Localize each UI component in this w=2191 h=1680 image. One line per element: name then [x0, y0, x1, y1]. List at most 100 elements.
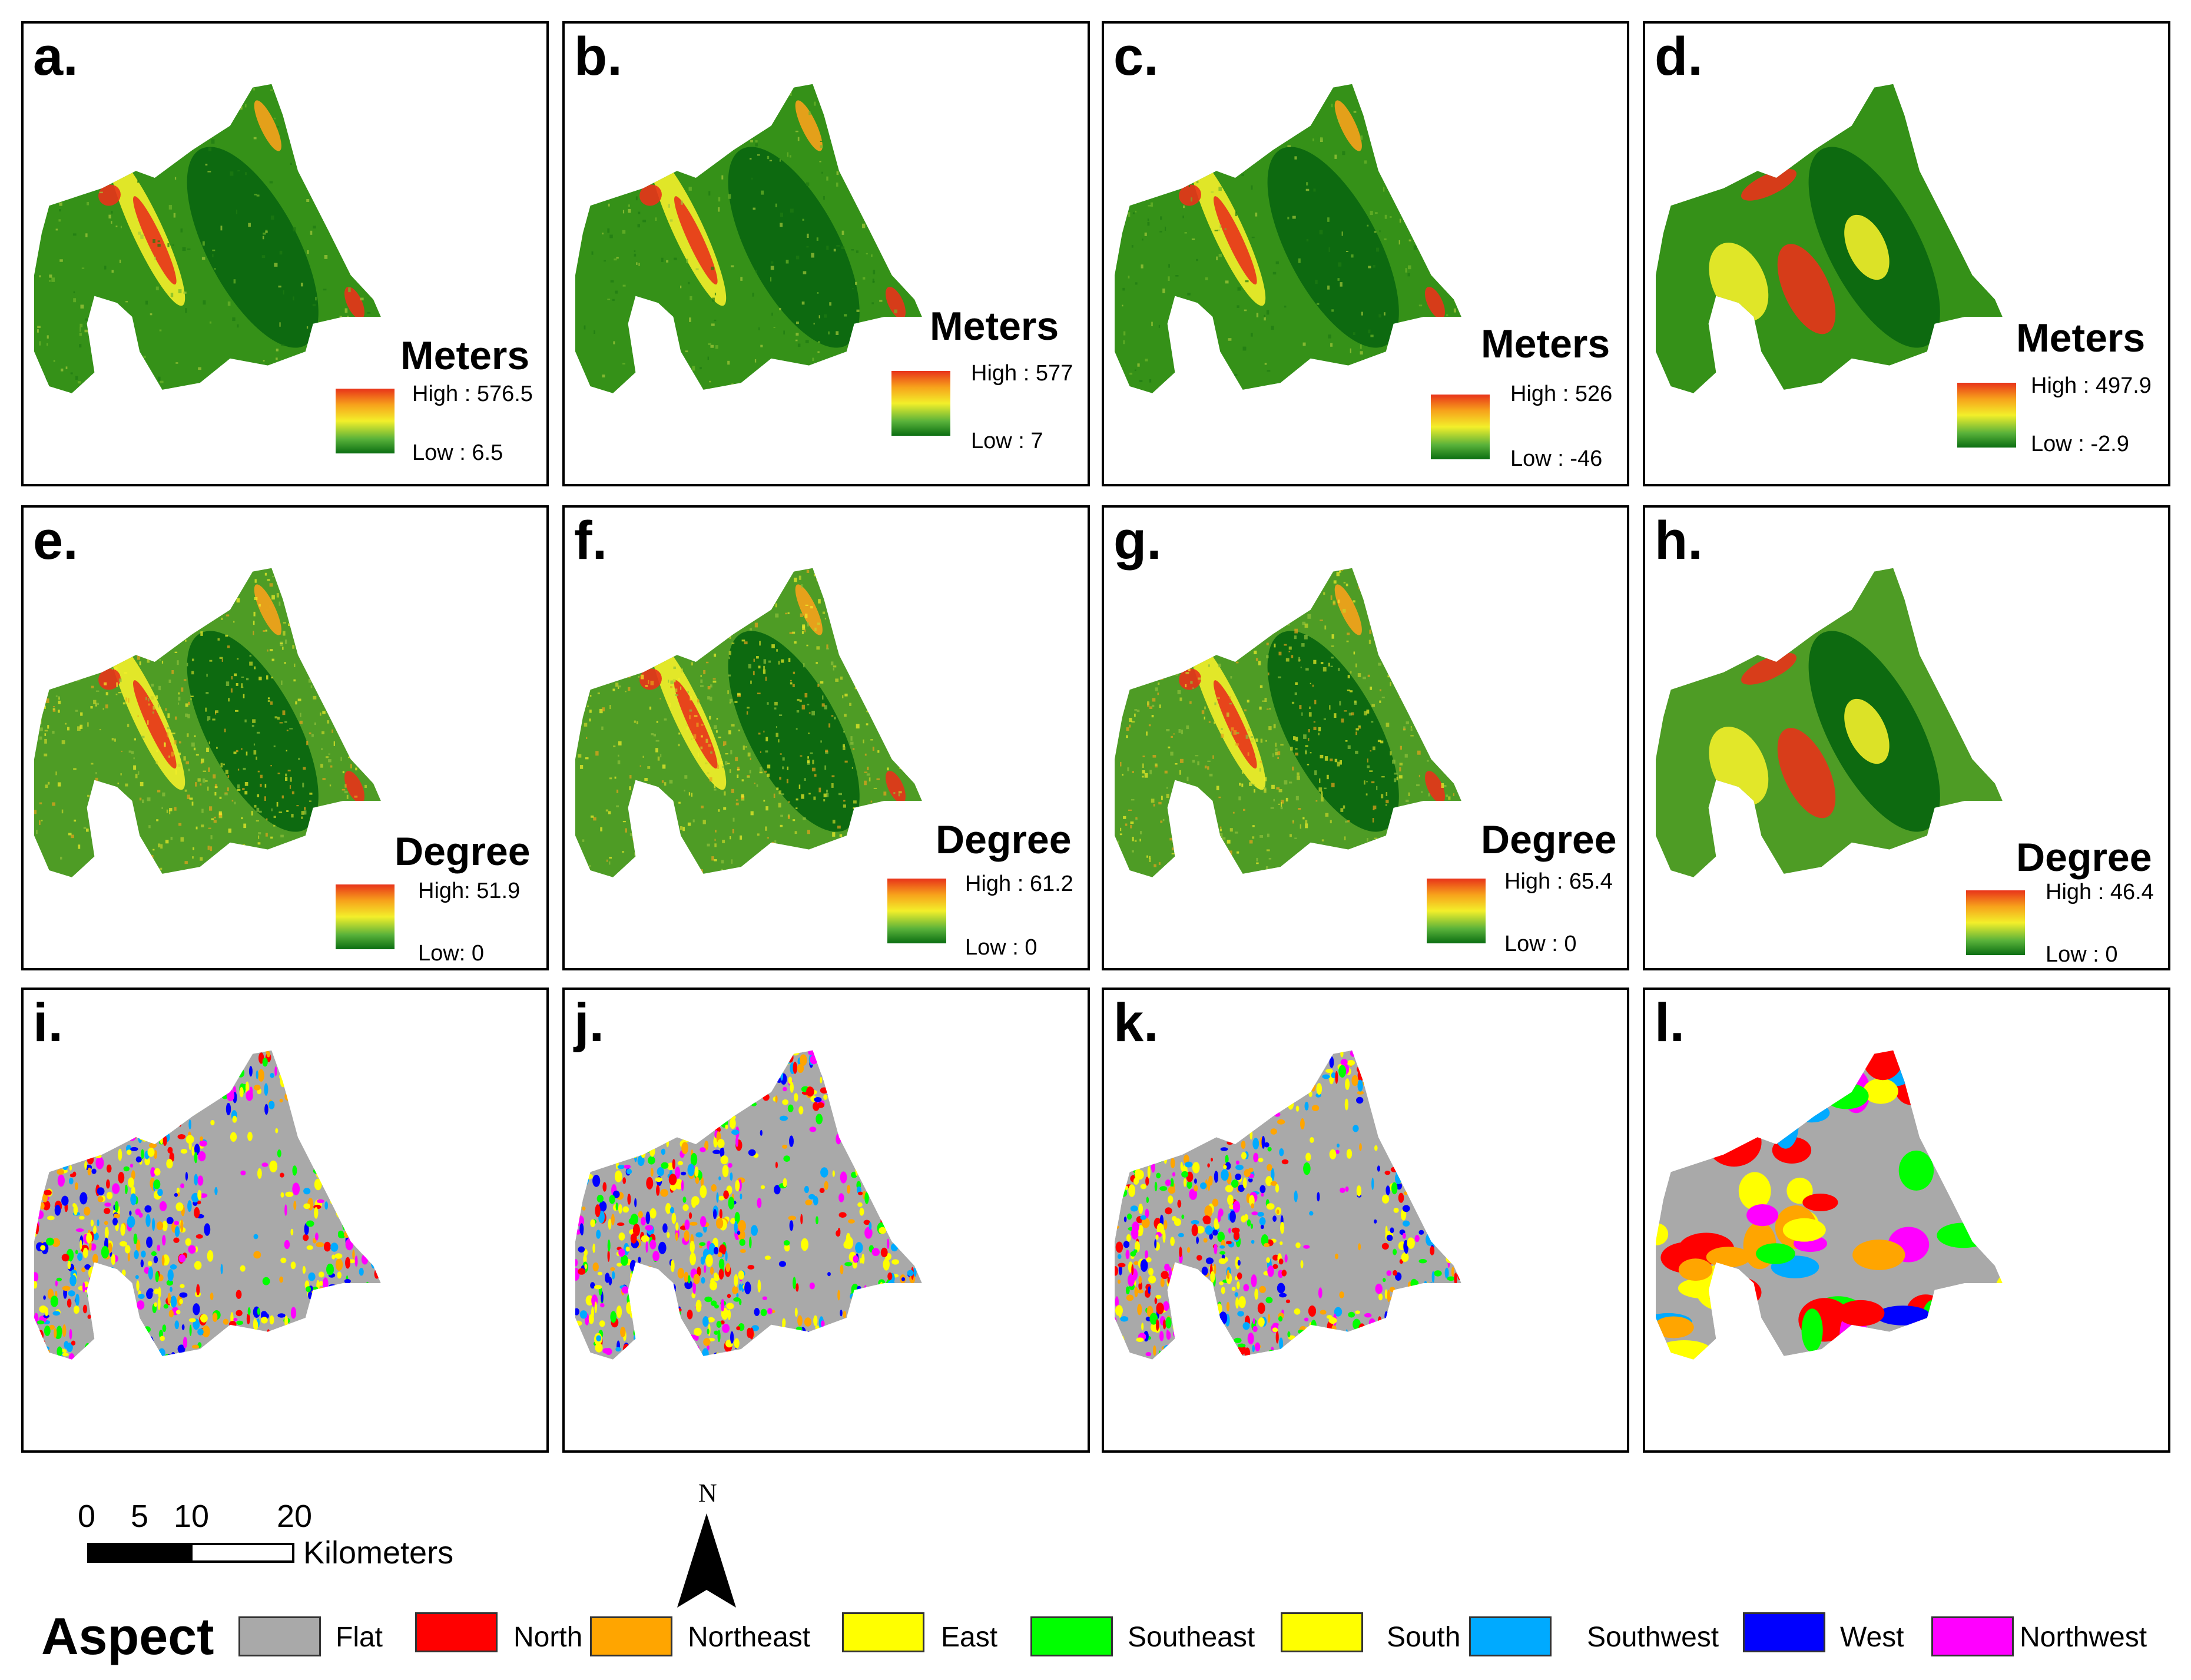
texture-cell [207, 171, 211, 173]
texture-cell [256, 756, 257, 760]
aspect-cell [241, 1042, 248, 1048]
texture-cell [848, 662, 851, 666]
texture-cell [138, 231, 141, 235]
aspect-cell [373, 1250, 381, 1264]
texture-cell [820, 872, 824, 876]
aspect-cell [307, 1344, 311, 1354]
aspect-cell [64, 1087, 68, 1099]
texture-cell [652, 637, 656, 640]
texture-cell [227, 645, 230, 648]
texture-cell [1376, 384, 1380, 387]
texture-cell [1187, 833, 1189, 837]
aspect-cell [144, 1326, 151, 1333]
texture-cell [879, 710, 882, 713]
texture-cell [1347, 632, 1350, 635]
aspect-cell [53, 1072, 59, 1081]
texture-cell [1229, 703, 1232, 705]
aspect-cell [162, 1052, 167, 1058]
texture-cell [293, 679, 296, 682]
aspect-cell [67, 1053, 75, 1059]
texture-cell [823, 793, 827, 797]
texture-cell [191, 801, 194, 806]
texture-cell [251, 724, 254, 727]
texture-cell [1375, 588, 1378, 593]
texture-cell [856, 661, 858, 665]
aspect-cell [380, 1251, 381, 1261]
aspect-cell [104, 1227, 109, 1239]
texture-cell [1147, 222, 1150, 226]
texture-cell [700, 679, 703, 683]
texture-cell [143, 356, 146, 358]
texture-cell [1256, 857, 1258, 861]
lowland [1267, 147, 1399, 348]
texture-cell [1115, 617, 1118, 619]
texture-cell [599, 115, 602, 117]
texture-cell [755, 140, 758, 144]
texture-cell [52, 731, 55, 734]
texture-cell [1305, 668, 1309, 671]
aspect-cell [239, 1087, 244, 1098]
texture-cell [153, 711, 154, 714]
texture-cell [894, 309, 897, 314]
texture-cell [162, 406, 164, 411]
texture-cell [175, 362, 178, 364]
texture-cell [687, 691, 689, 694]
texture-cell [1369, 844, 1372, 847]
aspect-cell [96, 1124, 104, 1135]
texture-cell [1367, 224, 1369, 227]
aspect-cell [47, 1348, 50, 1359]
texture-cell [161, 807, 163, 809]
texture-cell [1254, 650, 1257, 654]
texture-cell [1241, 783, 1244, 787]
texture-cell [173, 159, 176, 163]
texture-cell [718, 809, 720, 812]
texture-cell [767, 155, 770, 160]
texture-cell [765, 866, 767, 872]
aspect-cell [69, 1165, 72, 1171]
texture-cell [762, 558, 765, 561]
aspect-cell [350, 1148, 357, 1158]
aspect-cell [117, 1286, 123, 1296]
texture-cell [1370, 334, 1374, 337]
aspect-cell [658, 1275, 663, 1287]
texture-cell [393, 271, 395, 273]
map-canvas [575, 1050, 922, 1360]
texture-cell [844, 314, 847, 317]
aspect-cell [92, 1294, 97, 1302]
texture-cell [178, 823, 182, 826]
texture-cell [304, 661, 306, 667]
texture-cell [853, 664, 856, 668]
aspect-cell [90, 1144, 97, 1154]
texture-cell [1146, 570, 1150, 574]
texture-cell [172, 643, 176, 645]
texture-cell [581, 678, 582, 681]
texture-cell [1185, 892, 1188, 895]
texture-cell [758, 327, 760, 330]
texture-cell [201, 824, 204, 827]
texture-cell [1272, 271, 1277, 275]
aspect-cell [153, 1179, 161, 1189]
aspect-cell [395, 1258, 399, 1262]
texture-cell [184, 789, 187, 792]
texture-cell [1214, 721, 1215, 724]
aspect-cell [114, 1309, 122, 1320]
texture-cell [790, 208, 794, 213]
texture-cell [1136, 641, 1139, 645]
texture-cell [1149, 578, 1151, 581]
aspect-cell [202, 1325, 210, 1338]
texture-cell [942, 688, 945, 691]
aspect-cell [105, 1102, 112, 1108]
texture-cell [700, 685, 704, 687]
texture-cell [579, 376, 584, 381]
texture-cell [688, 281, 690, 284]
aspect-cell [131, 1186, 135, 1196]
texture-cell [750, 140, 753, 143]
texture-cell [921, 245, 922, 248]
texture-cell [1159, 642, 1162, 645]
texture-cell [367, 766, 371, 771]
texture-cell [862, 223, 866, 228]
aspect-cell [356, 1177, 360, 1186]
texture-cell [826, 379, 829, 381]
texture-cell [141, 597, 144, 600]
texture-cell [46, 896, 48, 900]
